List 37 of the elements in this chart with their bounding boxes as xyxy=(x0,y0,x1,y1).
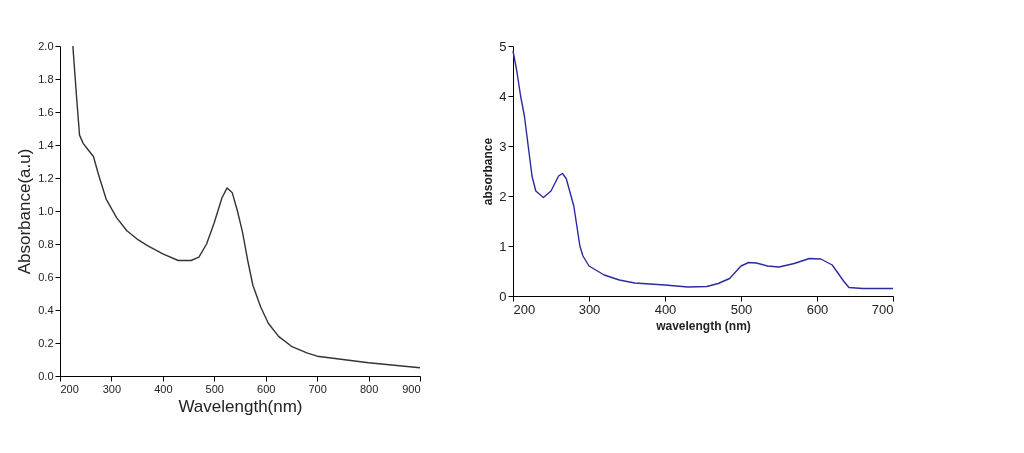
x-tick-label: 500 xyxy=(730,301,753,317)
y-tick-label: 1.6 xyxy=(38,105,54,118)
x-tick-label: 600 xyxy=(806,301,829,317)
y-tick-label: 4 xyxy=(499,88,507,104)
x-tick-label: 500 xyxy=(205,382,224,395)
x-tick-label: 600 xyxy=(257,382,276,395)
y-tick-label: 0.2 xyxy=(38,336,54,349)
y-axis-title: absorbance xyxy=(481,137,496,206)
y-axis-title: Absorbance(a.u) xyxy=(15,148,35,275)
y-tick-label: 1.4 xyxy=(38,138,54,151)
line-series xyxy=(72,45,421,369)
x-tick-label: 400 xyxy=(154,382,173,395)
y-tick-label: 2.0 xyxy=(38,39,54,52)
x-tick-label: 700 xyxy=(871,301,894,317)
x-tick-label: 400 xyxy=(654,301,677,317)
x-tick-label: 200 xyxy=(513,301,536,317)
y-tick-label: 0.0 xyxy=(38,369,54,382)
y-tick-label: 1.2 xyxy=(38,171,54,184)
x-tick-label: 800 xyxy=(359,382,379,395)
x-tick-label: 300 xyxy=(578,301,601,317)
y-tick-label: 5 xyxy=(499,38,507,54)
y-tick-label: 1.8 xyxy=(38,72,54,85)
y-tick-label: 0.4 xyxy=(38,303,54,316)
x-axis-title: Wavelength(nm) xyxy=(178,396,303,416)
x-tick-label: 700 xyxy=(308,382,327,395)
y-tick-label: 0.6 xyxy=(38,270,54,283)
x-tick-label: 900 xyxy=(402,382,421,395)
y-tick-label: 1 xyxy=(499,238,507,254)
y-tick-label: 2 xyxy=(499,188,507,204)
line-series xyxy=(512,50,894,290)
y-tick-label: 0.8 xyxy=(38,237,54,250)
x-tick-label: 200 xyxy=(60,382,79,395)
y-tick-label: 3 xyxy=(499,138,507,154)
x-tick-label: 300 xyxy=(102,382,122,395)
y-tick-label: 0 xyxy=(499,288,507,304)
y-tick-label: 1.0 xyxy=(38,204,54,217)
x-axis-title: wavelength (nm) xyxy=(655,318,751,333)
